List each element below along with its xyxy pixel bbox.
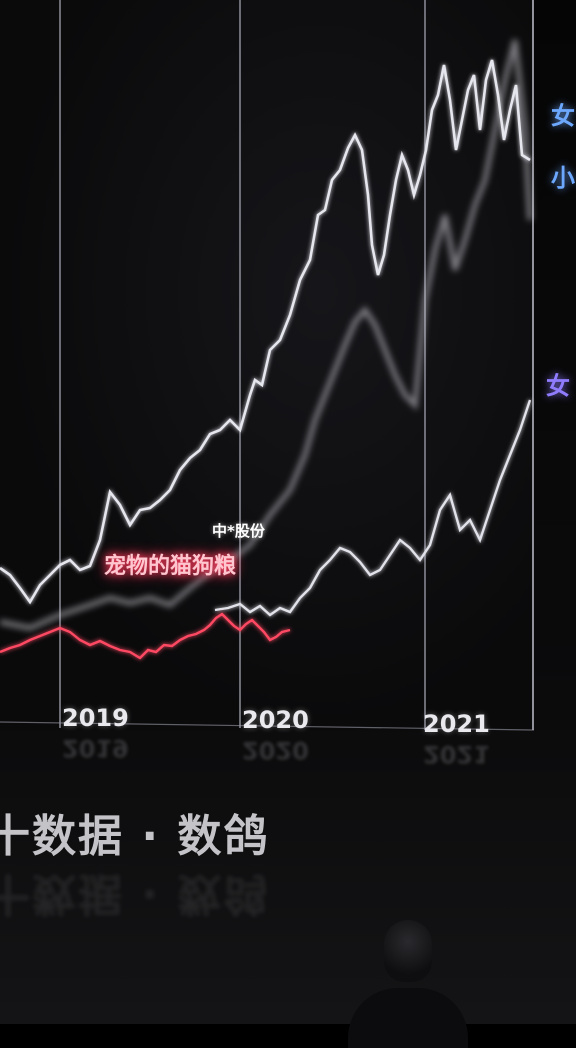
- tick-label-2019-reflection: 2019: [62, 734, 129, 762]
- series-line-faint: [0, 39, 533, 631]
- watermark-reflection: 十数据 · 数鸽: [0, 868, 270, 919]
- series-line-red: [0, 612, 291, 660]
- series-label-3: 女: [546, 372, 570, 400]
- series-line-lower: [214, 399, 532, 617]
- tick-label-2020: 2020: [242, 706, 309, 734]
- tick-label-2021-reflection: 2021: [423, 740, 490, 768]
- series-label-2: 小: [551, 164, 575, 192]
- callout-product-name: 宠物的猫狗粮: [104, 554, 237, 579]
- series-label-1: 女: [551, 102, 575, 130]
- callout-stock-name: 中*股份: [212, 522, 265, 540]
- presenter-head: [384, 920, 432, 982]
- watermark-text: 十数据 · 数鸽: [0, 811, 270, 862]
- chart-svg: [0, 0, 535, 731]
- x-axis-line: [0, 721, 535, 731]
- series-line-upper: [0, 59, 531, 605]
- tick-label-2021: 2021: [423, 710, 490, 738]
- presenter-shoulders: [348, 988, 468, 1048]
- presenter-silhouette: [348, 918, 480, 1048]
- tick-label-2019: 2019: [62, 704, 129, 732]
- tick-label-2020-reflection: 2020: [242, 736, 309, 764]
